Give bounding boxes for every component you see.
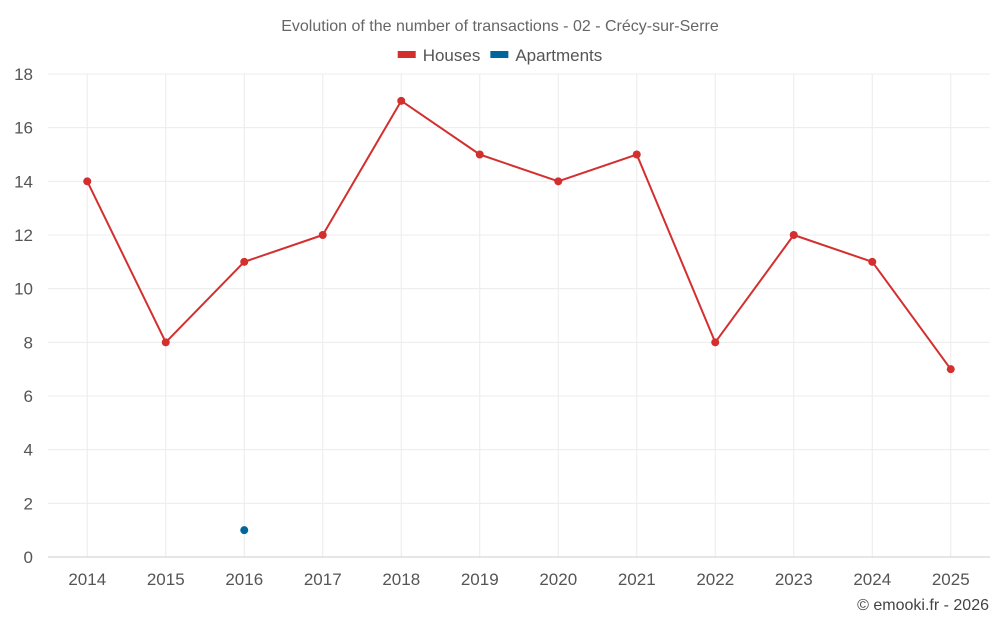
series-layer: [83, 96, 955, 535]
x-tick-label: 2015: [147, 570, 185, 589]
y-tick-label: 8: [24, 333, 33, 352]
legend-label: Apartments: [515, 46, 602, 65]
legend: Houses Apartments: [397, 46, 602, 65]
data-point-houses[interactable]: [632, 150, 641, 159]
y-tick-label: 18: [14, 65, 33, 84]
legend-item-houses[interactable]: Houses: [397, 46, 481, 65]
y-axis: 0 2 4 6 8 10 12 14 16 18: [14, 65, 33, 567]
data-point-houses[interactable]: [554, 177, 563, 186]
y-tick-label: 6: [24, 387, 33, 406]
data-point-apartments[interactable]: [240, 526, 249, 535]
legend-swatch: [397, 51, 416, 58]
x-tick-label: 2025: [932, 570, 970, 589]
legend-swatch: [490, 51, 509, 58]
y-tick-label: 2: [24, 494, 33, 513]
x-tick-label: 2022: [696, 570, 734, 589]
x-tick-label: 2021: [618, 570, 656, 589]
y-tick-label: 4: [24, 441, 33, 460]
legend-item-apartments[interactable]: Apartments: [490, 46, 602, 65]
x-axis: 2014 2015 2016 2017 2018 2019 2020 2021 2022 2023…: [68, 570, 969, 589]
series-line-houses: [86, 99, 952, 370]
x-tick-label: 2024: [853, 570, 891, 589]
data-point-houses[interactable]: [946, 365, 955, 374]
y-tick-label: 10: [14, 280, 33, 299]
y-tick-label: 16: [14, 119, 33, 138]
grid: [48, 73, 990, 558]
data-point-houses[interactable]: [789, 231, 798, 239]
chart-title: Evolution of the number of transactions …: [281, 18, 719, 35]
data-point-houses[interactable]: [868, 257, 877, 266]
x-tick-label: 2018: [382, 570, 420, 589]
x-tick-label: 2014: [68, 570, 106, 589]
x-tick-label: 2020: [539, 570, 577, 589]
data-point-houses[interactable]: [711, 338, 720, 347]
legend-label: Houses: [423, 46, 481, 65]
credit-text: © emooki.fr - 2026: [857, 597, 989, 614]
data-point-houses[interactable]: [475, 150, 484, 159]
data-point-houses[interactable]: [240, 257, 249, 266]
data-point-houses[interactable]: [397, 96, 406, 105]
y-tick-label: 0: [24, 548, 33, 567]
x-tick-label: 2023: [775, 570, 813, 589]
y-tick-label: 14: [14, 172, 33, 191]
x-tick-label: 2017: [304, 570, 342, 589]
y-tick-label: 12: [14, 226, 33, 245]
x-tick-label: 2019: [461, 570, 499, 589]
data-point-houses[interactable]: [161, 338, 170, 347]
x-tick-label: 2016: [225, 570, 263, 589]
data-point-houses[interactable]: [83, 177, 92, 186]
data-point-houses[interactable]: [318, 231, 327, 239]
